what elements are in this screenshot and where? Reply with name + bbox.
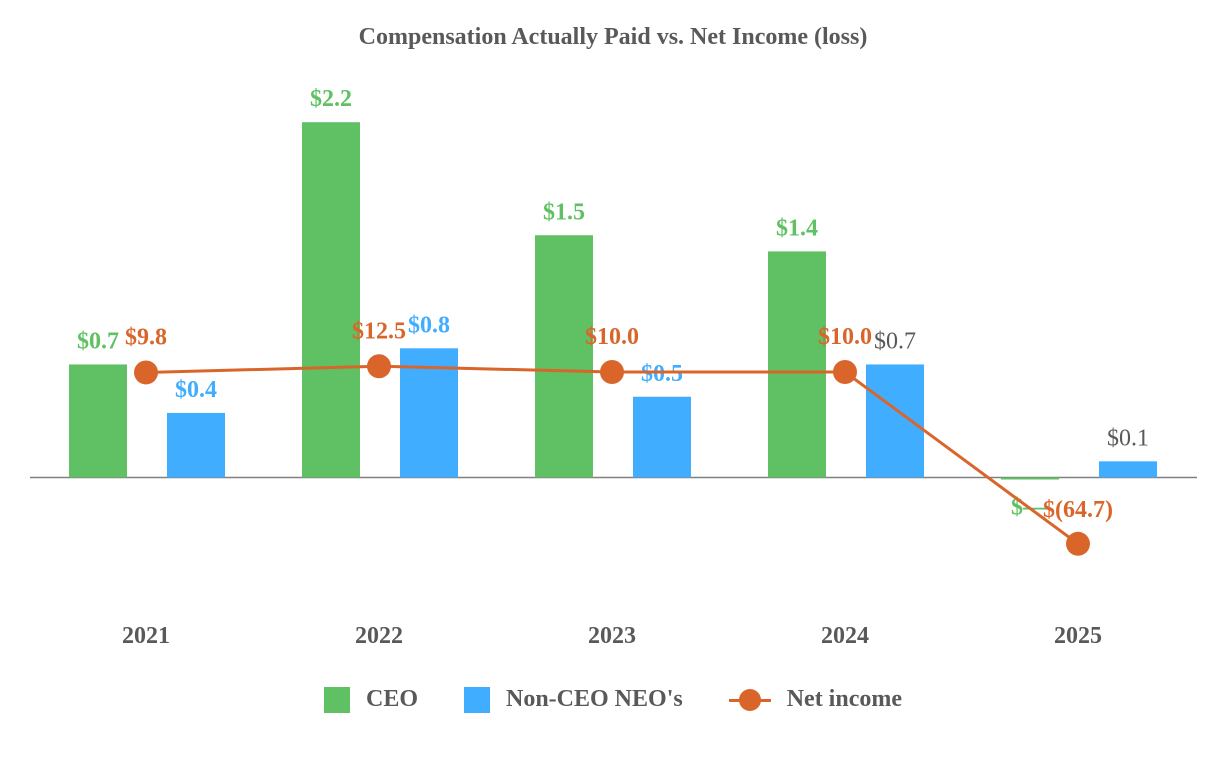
legend-label-non-ceo: Non-CEO NEO's [506, 686, 683, 712]
net-income-line [145, 364, 1079, 546]
ceo-data-label-2023: $1.5 [543, 199, 585, 225]
x-tick-label-2024: 2024 [821, 623, 869, 649]
legend-label-ceo: CEO [365, 686, 418, 712]
non-ceo-data-label-2023: $0.5 [641, 361, 683, 387]
non-ceo-bar-2025 [1099, 461, 1157, 478]
x-tick-label-2022: 2022 [355, 623, 403, 649]
legend-label-net-income: Net income [786, 686, 902, 712]
ceo-bar-2024 [768, 251, 826, 478]
non-ceo-bar-2021 [167, 412, 225, 478]
x-tick-label-2021: 2021 [122, 623, 170, 649]
non-ceo-data-label-2021: $0.4 [175, 377, 217, 403]
net-income-point-2025 [1066, 531, 1090, 556]
ceo-bar-2021 [69, 364, 127, 478]
net-income-data-label-2023: $10.0 [585, 324, 639, 350]
x-tick-label-2023: 2023 [588, 623, 636, 649]
net-income-point-2023 [600, 360, 624, 384]
net-income-data-label-2024: $10.0 [818, 324, 872, 350]
net-income-data-label-2021: $9.8 [125, 324, 167, 350]
legend-swatch-ceo [323, 686, 350, 713]
non-ceo-data-label-2025: $0.1 [1107, 425, 1149, 451]
legend-item-non-ceo[interactable]: Non-CEO NEO's [464, 686, 683, 713]
net-income-point-2022 [367, 354, 391, 379]
legend-swatch-non-ceo [464, 686, 490, 713]
x-tick-label-2025: 2025 [1054, 623, 1102, 649]
ceo-data-label-2024: $1.4 [776, 215, 818, 241]
chart-plot: $0.7$2.2$1.5$1.4$—$0.4$0.8$0.5$0.7$0.1$9… [30, 86, 1197, 649]
non-ceo-data-label-2024: $0.7 [874, 328, 916, 354]
ceo-data-label-2022: $2.2 [310, 86, 352, 112]
legend-swatch-net-income [728, 687, 771, 713]
net-income-point-2024 [833, 360, 857, 384]
ceo-bar-2022 [302, 122, 360, 478]
net-income-data-label-2025: $(64.7) [1043, 497, 1113, 523]
non-ceo-bar-2022 [400, 348, 458, 478]
chart-legend: CEO Non-CEO NEO's Net income [0, 686, 1226, 713]
net-income-point-2021 [134, 360, 158, 385]
non-ceo-bar-2024 [866, 364, 924, 478]
chart-title: Compensation Actually Paid vs. Net Incom… [358, 24, 868, 50]
legend-item-ceo[interactable]: CEO [323, 686, 418, 713]
non-ceo-data-label-2022: $0.8 [408, 312, 450, 338]
net-income-data-label-2022: $12.5 [352, 318, 406, 344]
ceo-bar-2023 [535, 235, 593, 478]
ceo-data-label-2021: $0.7 [77, 328, 119, 354]
ceo-bar-2025 [1001, 477, 1059, 480]
legend-item-net-income[interactable]: Net income [728, 686, 902, 713]
non-ceo-bar-2023 [633, 396, 691, 478]
